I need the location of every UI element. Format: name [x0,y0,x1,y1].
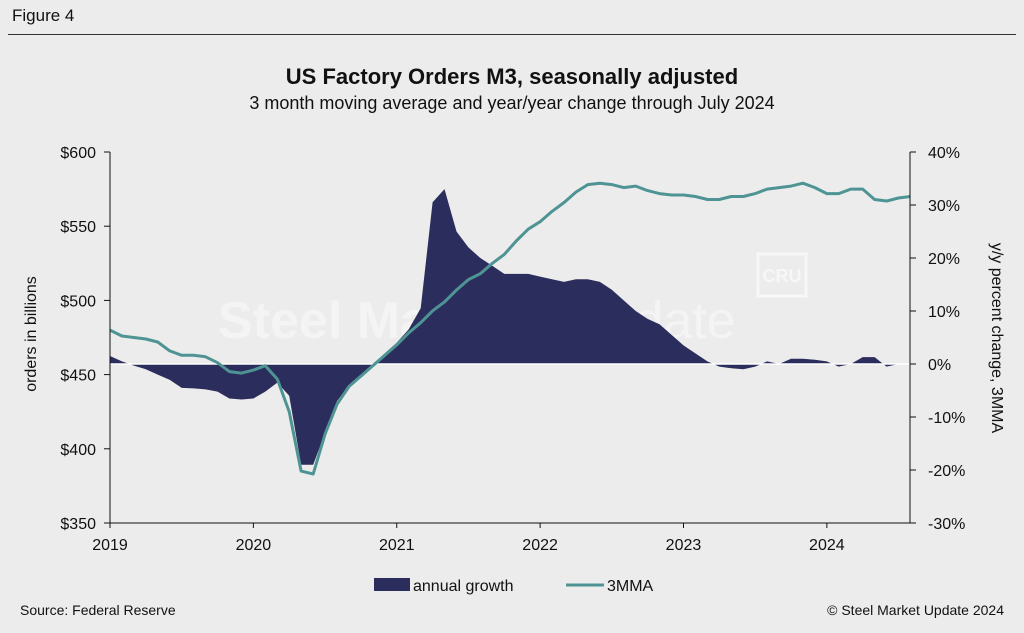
y-axis-title: orders in billions [23,276,40,392]
watermark-cru-box [756,252,808,298]
y2-tick-label: -30% [928,516,965,533]
axes: $600 $550 $500 $450 $400 $350 40% 30% 20% 10% 0% -1… [60,145,965,554]
chart-subtitle: 3 month moving average and year/year cha… [249,93,775,113]
figure-label: Figure 4 [12,6,75,25]
legend-swatch-annual-growth [374,578,410,591]
y2-tick-label: 0% [928,357,951,374]
series-area-annual-growth [110,189,899,465]
y-tick-label: $500 [60,293,96,310]
watermark-cru: CRU [763,266,802,286]
y2-tick-label: 10% [928,304,960,321]
x-tick-label: 2022 [522,537,558,554]
y-tick-label: $400 [60,442,96,459]
source-note: Source: Federal Reserve [20,602,176,618]
y-tick-label: $550 [60,219,96,236]
y2-tick-label: -20% [928,463,965,480]
y2-tick-label: 40% [928,145,960,162]
x-tick-label: 2020 [236,537,272,554]
y-tick-label: $350 [60,516,96,533]
y-tick-label: $600 [60,145,96,162]
chart-title: US Factory Orders M3, seasonally adjuste… [285,64,739,89]
series-line-3mma [109,181,911,476]
figure-divider [8,34,1016,35]
legend-label-annual-growth: annual growth [413,578,514,595]
y2-tick-label: 30% [928,198,960,215]
y2-tick-label: 20% [928,251,960,268]
plot-area [109,181,911,476]
y2-axis-title: y/y percent change, 3MMA [988,243,1005,434]
x-tick-label: 2024 [809,537,845,554]
x-tick-label: 2023 [666,537,702,554]
y-tick-label: $450 [60,368,96,385]
legend: annual growth 3MMA [374,578,654,595]
x-tick-label: 2019 [92,537,128,554]
x-tick-label: 2021 [379,537,415,554]
y2-tick-label: -10% [928,410,965,427]
copyright-note: © Steel Market Update 2024 [827,602,1004,618]
legend-label-3mma: 3MMA [607,578,654,595]
